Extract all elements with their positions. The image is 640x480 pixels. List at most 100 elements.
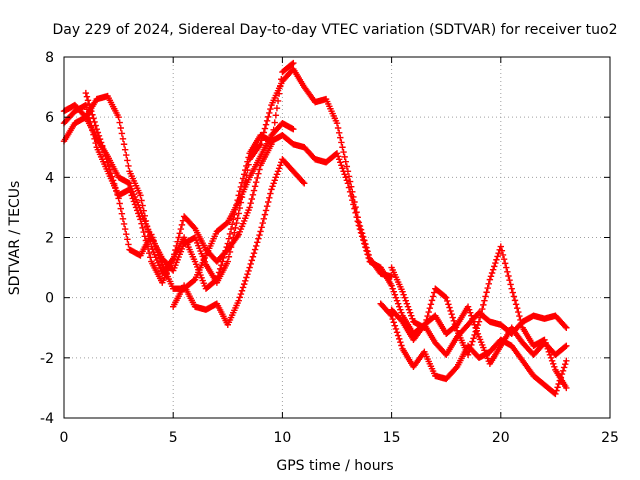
data-point — [429, 293, 437, 300]
data-point — [389, 285, 396, 292]
data-point — [550, 360, 557, 368]
data-point — [248, 257, 256, 264]
data-point — [392, 325, 400, 333]
data-point — [248, 195, 256, 203]
data-point — [251, 246, 259, 253]
data-point — [83, 93, 91, 100]
data-point — [87, 104, 94, 111]
data-point — [334, 124, 342, 132]
data-point — [362, 243, 369, 251]
data-point — [483, 289, 490, 296]
data-point — [178, 221, 186, 229]
data-point — [562, 343, 569, 350]
data-point — [340, 168, 347, 175]
data-point — [482, 293, 489, 300]
data-point — [237, 290, 245, 298]
data-point — [546, 351, 554, 359]
data-point — [341, 171, 348, 178]
data-point — [240, 280, 248, 288]
data-point — [552, 390, 559, 398]
data-point — [479, 305, 486, 313]
data-point — [123, 151, 130, 159]
data-point — [361, 240, 368, 247]
data-point — [450, 317, 458, 325]
data-point — [488, 269, 496, 277]
data-point — [267, 190, 274, 197]
data-point — [91, 118, 98, 126]
data-point — [394, 300, 402, 307]
data-point — [90, 115, 97, 122]
data-point — [251, 183, 259, 190]
data-point — [467, 309, 474, 316]
data-point — [268, 186, 275, 193]
data-point — [338, 139, 345, 146]
data-point — [277, 162, 284, 169]
chart-title: Day 229 of 2024, Sidereal Day-to-day VTE… — [52, 22, 617, 38]
data-point — [493, 256, 500, 263]
data-point — [512, 301, 520, 308]
data-point — [503, 264, 510, 271]
data-point — [494, 253, 501, 260]
data-point — [250, 249, 258, 257]
data-point — [337, 134, 344, 141]
data-point — [507, 281, 514, 288]
data-point — [123, 230, 130, 238]
x-tick-label: 10 — [273, 430, 291, 446]
data-point — [357, 229, 365, 236]
y-tick-label: 0 — [45, 291, 54, 307]
data-point — [343, 163, 351, 170]
data-point — [118, 130, 126, 137]
data-point — [340, 148, 347, 156]
data-point — [120, 220, 128, 228]
data-point — [339, 165, 346, 172]
data-point — [257, 141, 264, 148]
data-point — [157, 258, 165, 265]
data-point — [121, 146, 129, 153]
data-point — [353, 213, 360, 221]
y-tick-label: 4 — [45, 170, 54, 186]
data-point — [142, 217, 150, 225]
data-point — [388, 282, 395, 289]
y-tick-label: 8 — [45, 50, 54, 66]
data-point — [254, 174, 261, 182]
data-point — [389, 315, 396, 323]
data-point — [273, 171, 281, 178]
data-point — [563, 384, 570, 392]
data-point — [342, 158, 349, 165]
data-point — [275, 165, 283, 172]
data-point — [216, 265, 224, 272]
data-point — [271, 177, 278, 184]
data-point — [82, 89, 90, 97]
data-point — [333, 150, 341, 157]
data-point — [115, 113, 122, 121]
data-point — [471, 321, 478, 328]
data-point — [404, 303, 412, 310]
data-point — [491, 263, 498, 270]
data-point — [266, 109, 273, 117]
data-point — [548, 357, 556, 365]
data-point — [402, 297, 409, 304]
data-point — [334, 153, 342, 160]
data-point — [345, 173, 353, 180]
data-point — [95, 132, 103, 140]
data-point — [299, 178, 307, 186]
data-point — [244, 271, 251, 278]
data-point — [190, 277, 198, 284]
data-point — [176, 230, 183, 237]
data-point — [85, 100, 93, 108]
data-point — [481, 297, 488, 304]
data-point — [175, 234, 182, 241]
data-point — [409, 315, 416, 322]
data-point — [351, 205, 358, 212]
data-point — [106, 166, 114, 173]
data-point — [390, 319, 397, 326]
data-point — [449, 314, 456, 321]
data-point — [390, 288, 397, 295]
data-point — [352, 209, 359, 217]
y-tick-label: -2 — [40, 351, 54, 367]
x-tick-label: 25 — [601, 430, 619, 446]
data-point — [559, 367, 567, 374]
data-point — [392, 294, 400, 301]
data-point — [301, 180, 308, 187]
